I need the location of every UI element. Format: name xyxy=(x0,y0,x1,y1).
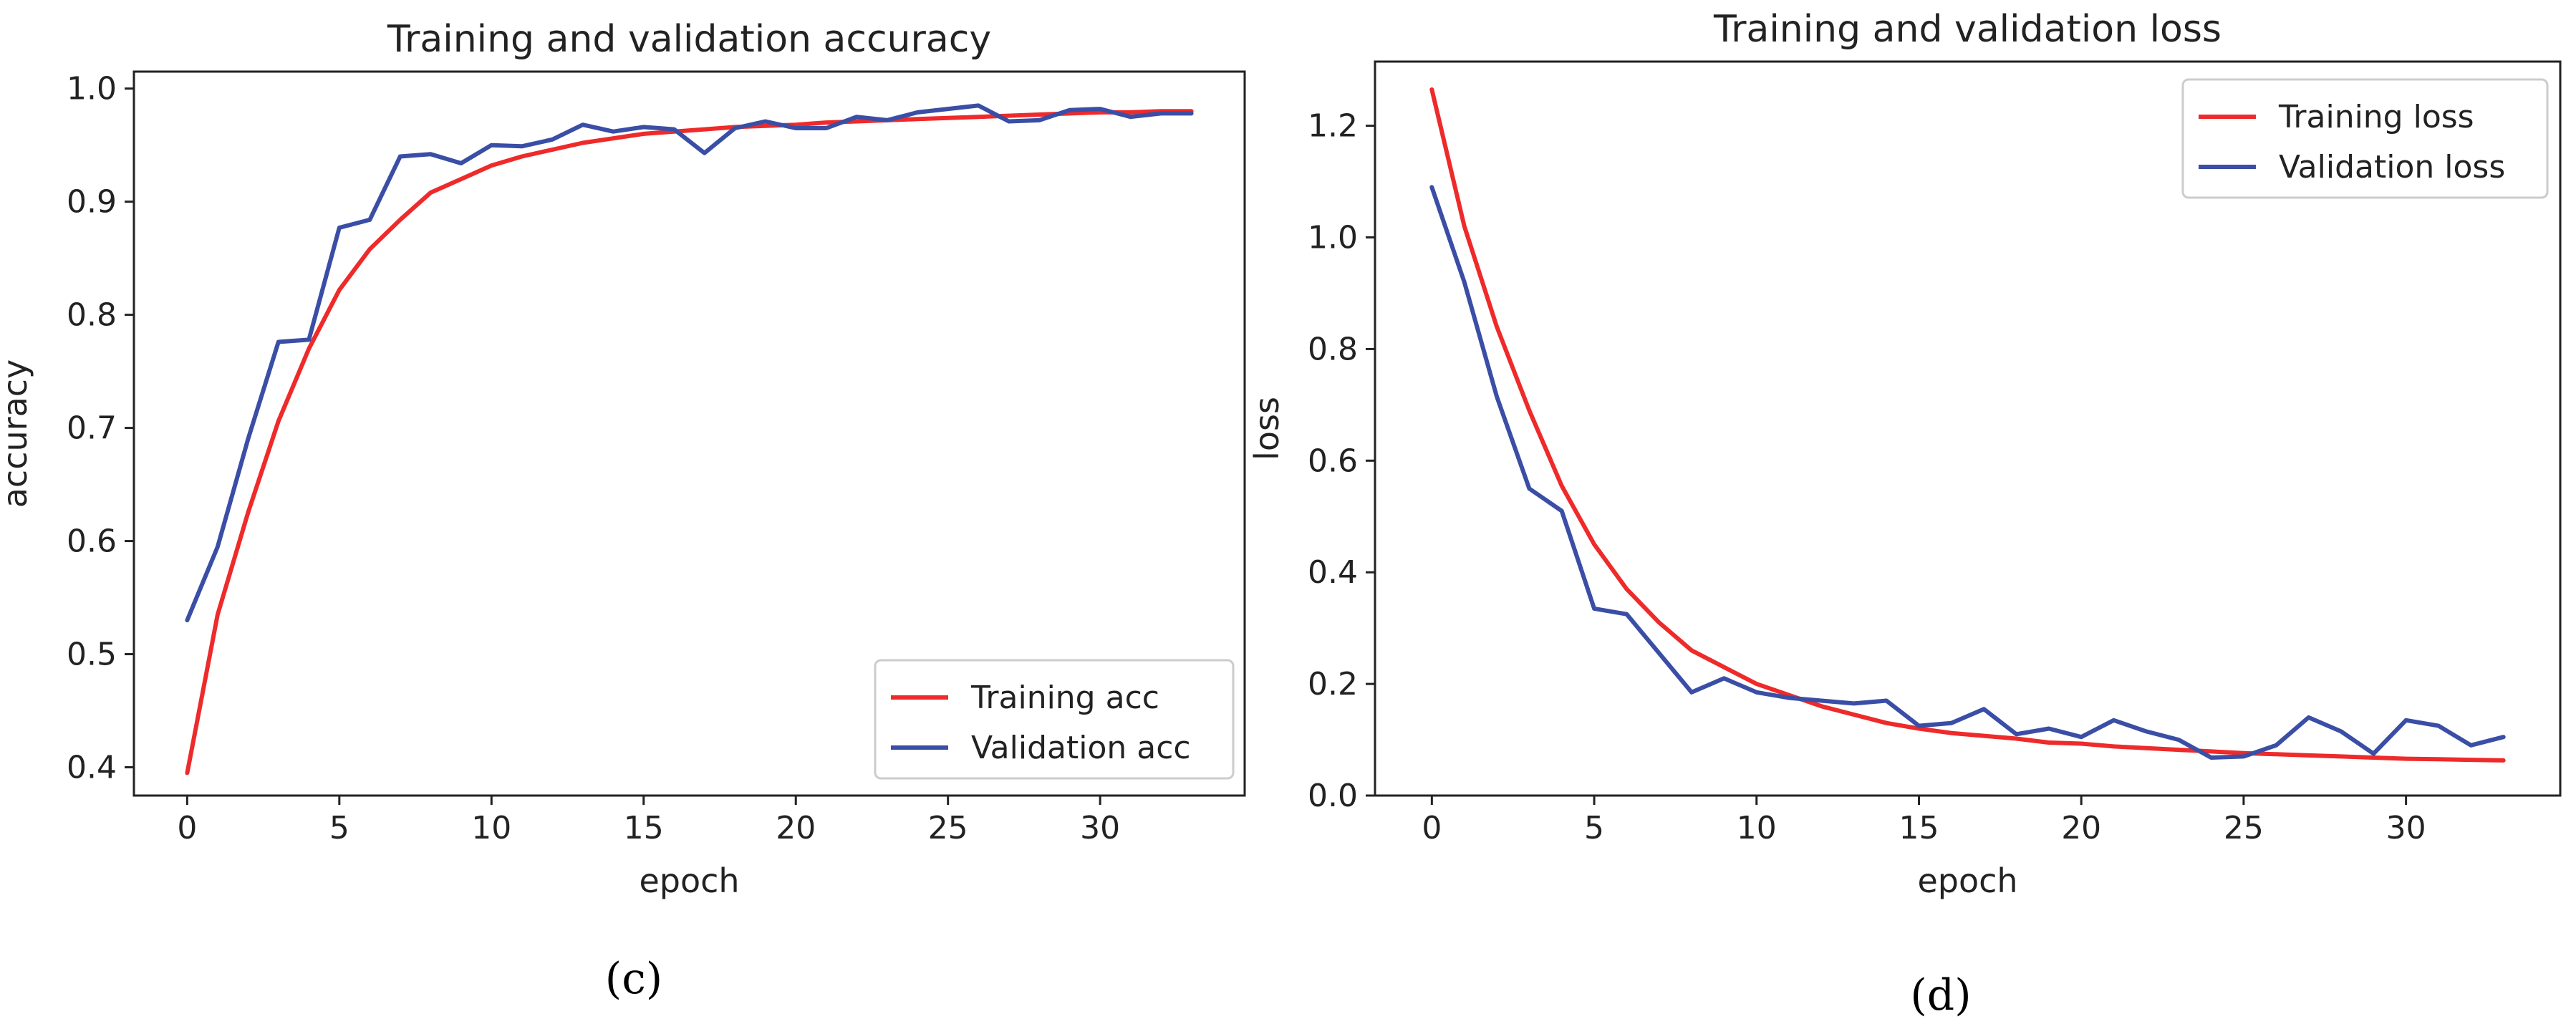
training-acc-line xyxy=(185,109,1194,776)
y-tick-label: 1.0 xyxy=(1308,220,1358,256)
y-tick-label: 0.4 xyxy=(67,750,117,786)
y-axis-label: accuracy xyxy=(0,359,34,508)
legend: Training acc Validation acc xyxy=(874,659,1235,780)
x-tick-label: 0 xyxy=(177,810,197,846)
x-tick-label: 15 xyxy=(624,810,664,846)
y-axis-label: loss xyxy=(1248,397,1286,460)
y-tick-label: 0.4 xyxy=(1308,554,1358,591)
x-tick-label: 5 xyxy=(1584,810,1604,846)
legend-box xyxy=(2181,78,2549,199)
x-tick-label: 25 xyxy=(2224,810,2264,846)
legend-entry: Validation acc xyxy=(971,730,1191,766)
legend-box xyxy=(874,659,1235,780)
legend: Training loss Validation loss xyxy=(2181,78,2549,199)
x-tick-label: 25 xyxy=(928,810,968,846)
y-tick-label: 0.2 xyxy=(1308,666,1358,702)
x-tick-label: 10 xyxy=(1737,810,1777,846)
y-tick-label: 0.8 xyxy=(1308,331,1358,367)
legend-entry: Training loss xyxy=(2278,99,2474,135)
y-tick-label: 1.0 xyxy=(67,71,117,107)
validation-acc-line xyxy=(185,103,1194,623)
x-tick-label: 15 xyxy=(1899,810,1939,846)
loss-chart: 0 5 10 15 20 25 30 0.0 0.2 0.4 0.6 0.8 1.0 1.2 Trainin… xyxy=(1248,8,2562,900)
x-axis-label: epoch xyxy=(639,861,739,900)
x-tick-label: 20 xyxy=(2061,810,2101,846)
training-loss-line xyxy=(1429,87,2506,763)
chart-title: Training and validation loss xyxy=(1713,8,2222,51)
chart-title: Training and validation accuracy xyxy=(387,18,991,61)
y-tick-label: 1.2 xyxy=(1308,108,1358,145)
x-tick-label: 0 xyxy=(1422,810,1442,846)
y-tick-label: 0.9 xyxy=(67,184,117,221)
legend-entry: Training acc xyxy=(970,680,1159,716)
x-tick-label: 20 xyxy=(776,810,816,846)
panel-label-c: (c) xyxy=(605,954,662,1004)
x-tick-label: 30 xyxy=(2386,810,2426,846)
x-tick-label: 30 xyxy=(1080,810,1120,846)
y-tick-label: 0.0 xyxy=(1308,778,1358,814)
y-tick-label: 0.5 xyxy=(67,637,117,673)
x-tick-label: 5 xyxy=(329,810,349,846)
validation-loss-line xyxy=(1429,185,2506,760)
accuracy-chart: 0 5 10 15 20 25 30 0.4 0.5 0.6 0.7 0.8 0.9 1.0 Trainin… xyxy=(0,18,1246,900)
y-tick-label: 0.7 xyxy=(67,410,117,447)
panel-label-d: (d) xyxy=(1910,970,1971,1020)
y-tick-label: 0.6 xyxy=(67,523,117,560)
x-tick-label: 10 xyxy=(471,810,511,846)
y-tick-label: 0.8 xyxy=(67,297,117,334)
legend-entry: Validation loss xyxy=(2279,149,2505,185)
x-axis-label: epoch xyxy=(1917,861,2017,900)
y-tick-label: 0.6 xyxy=(1308,443,1358,479)
